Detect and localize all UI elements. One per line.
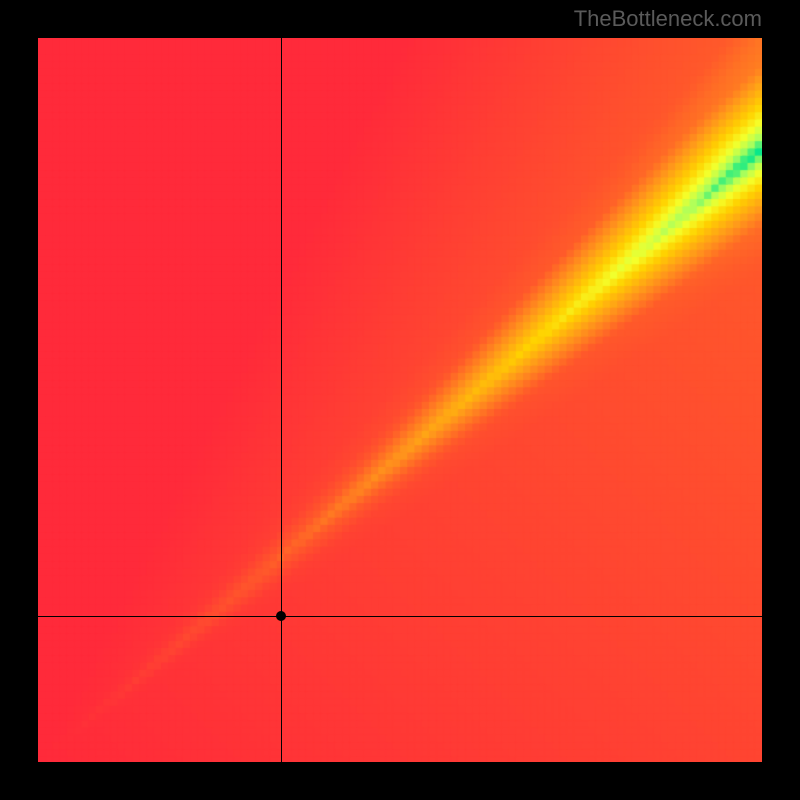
- crosshair-vertical: [281, 38, 282, 762]
- heatmap-plot: [38, 38, 762, 762]
- heatmap-canvas: [38, 38, 762, 762]
- crosshair-horizontal: [38, 616, 762, 617]
- crosshair-marker: [276, 611, 286, 621]
- watermark-text: TheBottleneck.com: [574, 6, 762, 32]
